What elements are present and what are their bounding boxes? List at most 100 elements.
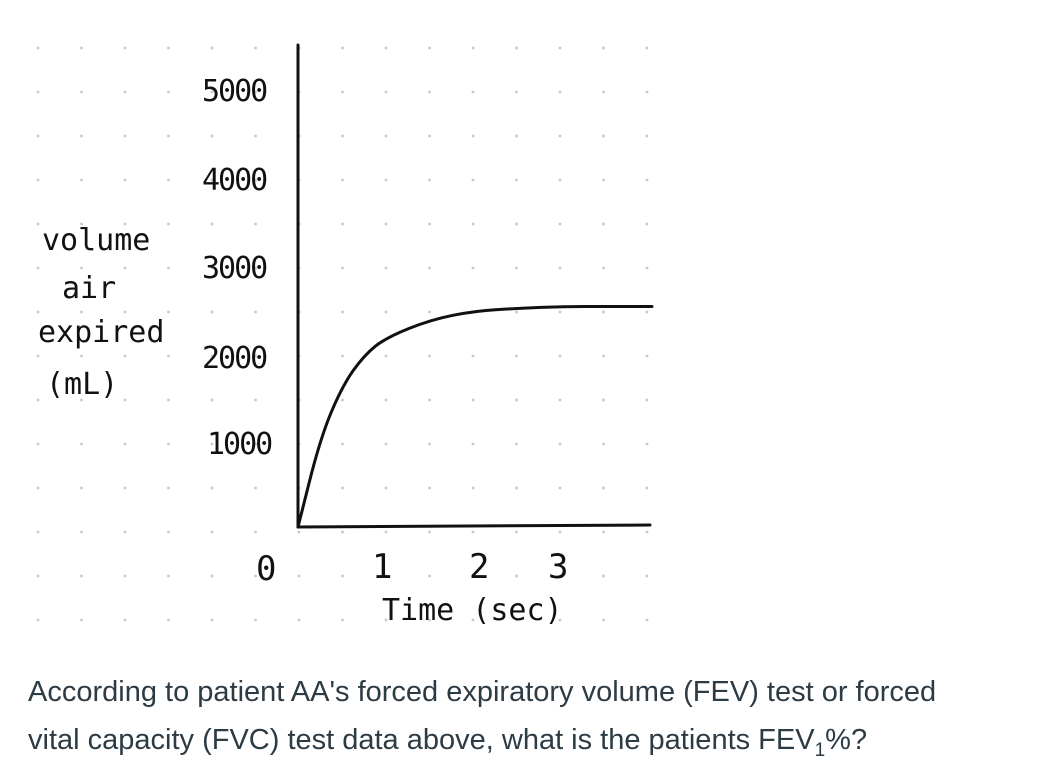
grid-dot <box>645 530 649 534</box>
grid-dot <box>254 486 257 490</box>
grid-dot <box>210 310 214 314</box>
grid-dot <box>254 398 257 402</box>
grid-dot <box>558 178 562 182</box>
grid-dot <box>123 574 127 578</box>
grid-dot <box>210 354 214 358</box>
grid-dot <box>254 90 257 94</box>
grid-dot <box>341 398 344 402</box>
grid-dot <box>80 266 83 270</box>
grid-dot <box>602 134 605 138</box>
grid-dot <box>254 134 257 138</box>
x-axis-title: Time (sec) <box>382 593 563 628</box>
grid-dot <box>123 530 127 534</box>
grid-dot <box>167 574 170 578</box>
grid-dot <box>167 178 170 182</box>
grid-dot <box>602 486 605 490</box>
grid-dot <box>80 530 83 534</box>
grid-dot <box>167 46 170 50</box>
x-tick-label-0: 0 <box>256 549 276 589</box>
question-line-2-end: %? <box>825 724 868 756</box>
grid-dot <box>645 266 649 270</box>
grid-dot <box>558 310 562 314</box>
grid-dot <box>123 266 127 270</box>
grid-dot <box>123 398 127 402</box>
x-tick-label-1: 1 <box>372 547 392 587</box>
grid-dot <box>602 266 605 270</box>
grid-dot <box>167 530 170 534</box>
grid-dot <box>254 222 257 226</box>
grid-dot <box>167 222 170 226</box>
series-line <box>296 305 654 529</box>
y-tick-label-1000: 1000 <box>207 427 272 462</box>
grid-dot <box>558 46 562 50</box>
grid-dot <box>341 222 344 226</box>
grid-dot <box>515 178 518 182</box>
grid-dot <box>80 134 83 138</box>
grid-dot <box>515 134 518 138</box>
grid-dot <box>254 46 257 50</box>
grid-dot <box>602 530 605 534</box>
grid-dot <box>645 46 649 50</box>
y-axis-title-line-2: air <box>62 271 116 306</box>
grid-dot <box>384 618 388 622</box>
grid-dot <box>36 486 40 490</box>
grid-dot <box>515 354 518 358</box>
grid-dot <box>80 574 83 578</box>
grid-dot <box>428 398 431 402</box>
grid-dot <box>471 354 475 358</box>
grid-dot <box>645 310 649 314</box>
grid-dot <box>645 398 649 402</box>
grid-dot <box>36 222 40 226</box>
grid-dot <box>254 266 257 270</box>
grid-dot <box>80 398 83 402</box>
y-tick-label-5000: 5000 <box>202 74 267 109</box>
grid-dot <box>471 134 475 138</box>
x-tick-label-2: 2 <box>469 547 489 587</box>
grid-dot <box>254 354 257 358</box>
grid-dot <box>602 398 605 402</box>
grid-dot <box>341 178 344 182</box>
grid-dot <box>515 530 518 534</box>
grid-dot <box>602 222 605 226</box>
grid-dot <box>210 266 214 270</box>
grid-dot <box>384 134 388 138</box>
grid-dot <box>471 530 475 534</box>
grid-dot <box>428 530 431 534</box>
question-line-1: According to patient AA's forced expirat… <box>28 676 937 708</box>
grid-dot <box>602 90 605 94</box>
y-tick-label-4000: 4000 <box>202 163 267 198</box>
grid-dot <box>254 310 257 314</box>
grid-dot <box>428 90 431 94</box>
grid-dot <box>428 354 431 358</box>
grid-dot <box>80 90 83 94</box>
grid-dot <box>645 442 649 446</box>
grid-dot <box>428 134 431 138</box>
grid-dot <box>341 310 344 314</box>
grid-dot <box>515 90 518 94</box>
grid-dot <box>297 530 301 534</box>
grid-dot <box>428 442 431 446</box>
grid-dot <box>123 310 127 314</box>
grid-dot <box>471 618 475 622</box>
grid-dot <box>471 574 475 578</box>
grid-dot <box>254 442 257 446</box>
grid-dot <box>645 354 649 358</box>
grid-dot <box>558 486 562 490</box>
grid-dot <box>254 178 257 182</box>
grid-dot <box>515 46 518 50</box>
grid-dot <box>602 442 605 446</box>
grid-dot <box>558 134 562 138</box>
grid-dot <box>210 618 214 622</box>
grid-dot <box>210 398 214 402</box>
grid-dot <box>80 222 83 226</box>
grid-dot <box>167 90 170 94</box>
grid-dot <box>515 266 518 270</box>
grid-dot <box>602 354 605 358</box>
grid-dot <box>428 618 431 622</box>
y-axis-title-line-3: expired <box>38 315 164 350</box>
x-tick-label-3: 3 <box>548 547 568 587</box>
grid-dot <box>36 90 40 94</box>
grid-dot <box>341 46 344 50</box>
chart: 5000 4000 3000 2000 1000 0 1 2 3 Time (s… <box>36 43 654 628</box>
grid-dot <box>123 134 127 138</box>
